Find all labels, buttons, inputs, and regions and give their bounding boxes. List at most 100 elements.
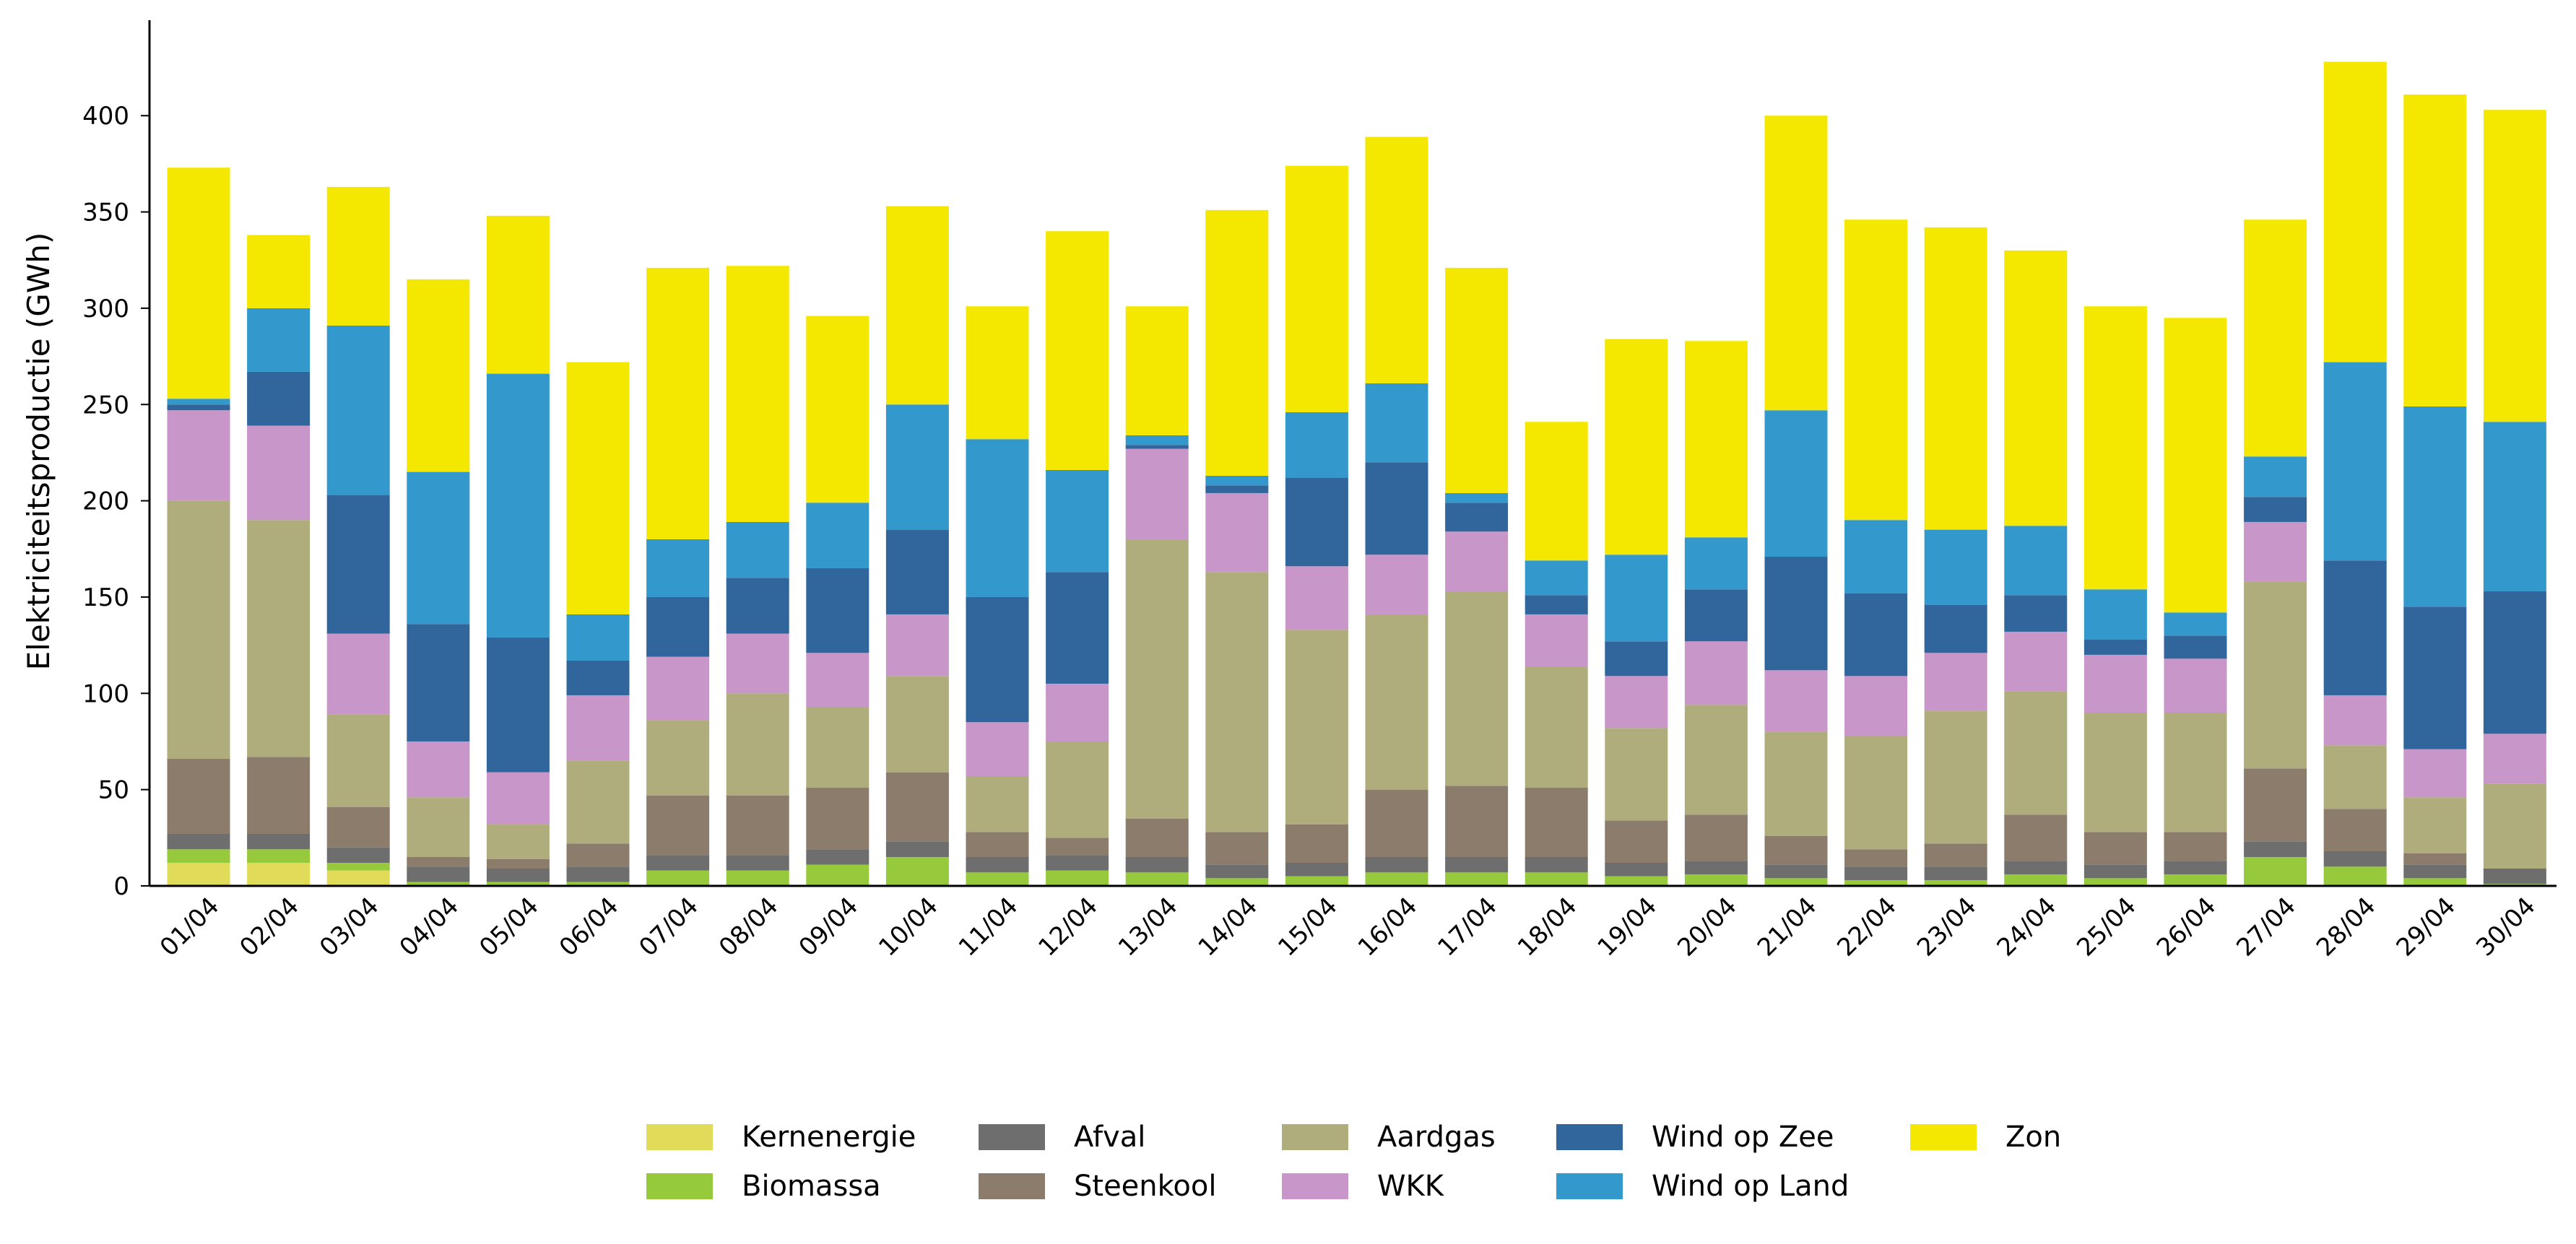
bar-segment xyxy=(966,439,1029,597)
bar-segment xyxy=(247,425,311,521)
bar-segment xyxy=(1046,855,1109,871)
bar-segment xyxy=(1445,267,1509,493)
bar-segment xyxy=(486,373,550,638)
bar-segment xyxy=(1525,595,1588,614)
x-tick-label: 28/04 xyxy=(2311,892,2382,962)
bar-segment xyxy=(1205,475,1269,486)
bar-segment xyxy=(646,596,710,657)
y-tick-label: 250 xyxy=(82,391,129,419)
bar-segment xyxy=(1924,843,1987,867)
bar-segment xyxy=(1445,591,1509,786)
bar-segment xyxy=(247,371,311,426)
bar-segment xyxy=(2164,612,2227,636)
bar-segment xyxy=(2164,874,2227,886)
bar-segment xyxy=(1125,445,1189,449)
bar-segment xyxy=(2164,861,2227,874)
bar-segment xyxy=(885,856,949,886)
bar-segment xyxy=(1046,683,1109,741)
bar-segment xyxy=(1525,560,1588,596)
bar-segment xyxy=(1605,820,1668,863)
bar-segment xyxy=(1046,838,1109,856)
bar-segment xyxy=(806,787,869,850)
bar-segment xyxy=(1844,849,1908,867)
bar-segment xyxy=(806,706,869,788)
bar-segment xyxy=(566,362,630,614)
legend-item: Steenkool xyxy=(979,1170,1217,1203)
bar-segment xyxy=(2244,521,2307,582)
bar-segment xyxy=(2004,250,2068,526)
x-tick-label: 05/04 xyxy=(474,892,545,962)
legend-swatch xyxy=(646,1173,713,1199)
bar-segment xyxy=(885,772,949,842)
bar-segment xyxy=(247,235,311,308)
bar-segment xyxy=(1365,614,1428,790)
y-tick-label: 50 xyxy=(98,776,129,805)
bar-segment xyxy=(2323,745,2387,809)
x-tick-label: 06/04 xyxy=(554,892,625,962)
bar-segment xyxy=(167,833,230,850)
x-tick-label: 02/04 xyxy=(234,892,305,962)
bar-segment xyxy=(1285,824,1348,863)
bar-segment xyxy=(806,503,869,568)
legend-label: Afval xyxy=(1074,1121,1146,1154)
bar-segment xyxy=(2403,749,2467,798)
legend-item: Kernenergie xyxy=(646,1121,916,1154)
bar-segment xyxy=(1125,306,1189,435)
bar-segment xyxy=(2004,595,2068,632)
bar-segment xyxy=(1365,136,1428,383)
bar-segment xyxy=(1764,556,1828,671)
bar-segment xyxy=(646,795,710,856)
legend-label: Steenkool xyxy=(1074,1170,1217,1203)
bar-segment xyxy=(1525,422,1588,561)
bar-segment xyxy=(2244,768,2307,842)
bar-segment xyxy=(1924,227,1987,530)
bar-segment xyxy=(2403,406,2467,607)
bar-segment xyxy=(1844,879,1908,886)
bar-segment xyxy=(1764,835,1828,865)
bar-segment xyxy=(486,882,550,886)
bar-segment xyxy=(1205,572,1269,832)
bar-segment xyxy=(1525,872,1588,886)
bar-segment xyxy=(247,757,311,834)
x-tick-label: 10/04 xyxy=(873,892,944,962)
bar-segment xyxy=(1285,630,1348,825)
x-tick-label: 04/04 xyxy=(394,892,465,962)
bar-segment xyxy=(2483,734,2546,784)
bar-segment xyxy=(1605,876,1668,886)
bar-segment xyxy=(407,856,470,867)
bar-segment xyxy=(646,870,710,886)
bar-segment xyxy=(1445,856,1509,873)
bar-segment xyxy=(1764,670,1828,732)
bar-segment xyxy=(1684,589,1748,642)
bar-segment xyxy=(486,868,550,882)
bar-segment xyxy=(1046,469,1109,573)
legend-item: Biomassa xyxy=(646,1170,881,1203)
x-tick-label: 23/04 xyxy=(1912,892,1982,962)
bar-segment xyxy=(2004,861,2068,874)
bar-segment xyxy=(1844,219,1908,521)
x-tick-label: 09/04 xyxy=(794,892,864,962)
bar-segment xyxy=(167,862,230,886)
bar-segment xyxy=(806,653,869,707)
bar-segment xyxy=(1764,410,1828,557)
bar-segment xyxy=(167,758,230,834)
bar-segment xyxy=(566,695,630,761)
bar-segment xyxy=(806,316,869,503)
bar-segment xyxy=(966,832,1029,857)
x-tick-label: 13/04 xyxy=(1113,892,1184,962)
bar-segment xyxy=(247,849,311,863)
y-tick-label: 100 xyxy=(82,679,129,708)
bar-segment xyxy=(2004,631,2068,692)
x-tick-label: 11/04 xyxy=(953,892,1024,962)
bar-segment xyxy=(1445,786,1509,857)
bar-segment xyxy=(726,578,789,634)
bar-segment xyxy=(1844,520,1908,593)
bar-segment xyxy=(2083,589,2147,640)
bar-segment xyxy=(2403,853,2467,865)
x-tick-label: 29/04 xyxy=(2391,892,2462,962)
bar-segment xyxy=(2164,832,2227,861)
legend: Kernenergie Biomassa Afval Steenkool Aardgas… xyxy=(646,1121,2091,1224)
bar-segment xyxy=(885,404,949,530)
bar-segment xyxy=(726,795,789,856)
legend-swatch xyxy=(979,1173,1045,1199)
